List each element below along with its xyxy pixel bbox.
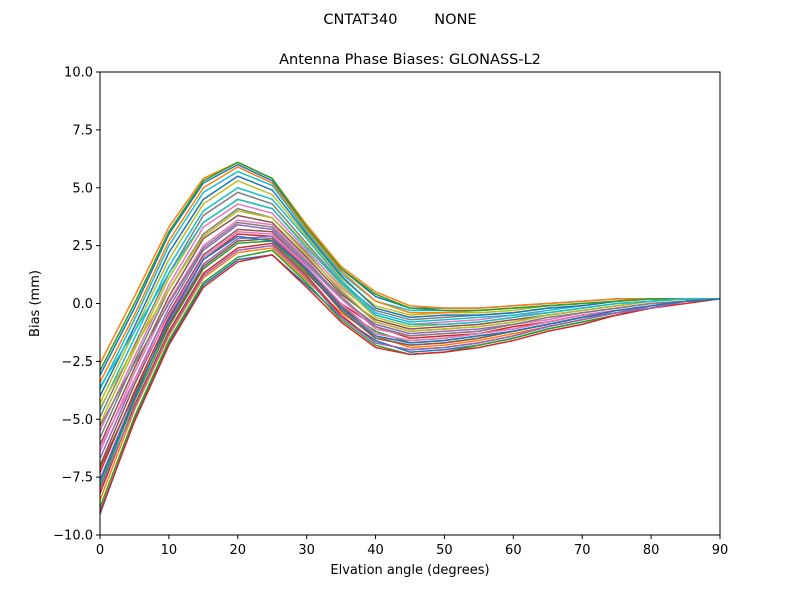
series-line-5 xyxy=(99,224,721,459)
series-line-18 xyxy=(99,207,720,439)
y-tick-label: −2.5 xyxy=(61,355,93,370)
x-tick-label: 60 xyxy=(505,543,522,558)
series-line-30 xyxy=(99,198,720,388)
x-tick-label: 90 xyxy=(712,543,729,558)
series-line-24 xyxy=(99,254,721,513)
x-tick-label: 80 xyxy=(643,543,660,558)
y-axis-ticks: −10.0 −7.5 −5.0 −2.5 0.0 2.5 5.0 7.5 10.0 xyxy=(53,66,100,544)
y-tick-label: −5.0 xyxy=(61,413,93,428)
y-tick-label: −7.5 xyxy=(61,471,93,486)
y-tick-label: 2.5 xyxy=(72,239,93,254)
x-tick-label: 10 xyxy=(161,543,178,558)
y-tick-label: 10.0 xyxy=(64,66,93,81)
series-layer xyxy=(99,161,721,515)
y-axis-label: Bias (mm) xyxy=(28,270,43,337)
series-line-31 xyxy=(99,235,721,483)
series-line-4 xyxy=(99,233,721,473)
chart-title: Antenna Phase Biases: GLONASS-L2 xyxy=(279,52,541,68)
series-line-12 xyxy=(99,161,720,365)
x-tick-label: 0 xyxy=(96,543,104,558)
x-tick-label: 40 xyxy=(367,543,384,558)
x-tick-label: 70 xyxy=(574,543,591,558)
x-tick-label: 20 xyxy=(230,543,247,558)
y-tick-label: 5.0 xyxy=(72,181,93,196)
x-axis-label: Elvation angle (degrees) xyxy=(330,563,489,578)
series-line-29 xyxy=(99,210,720,409)
y-tick-label: 7.5 xyxy=(72,123,93,138)
y-tick-label: −10.0 xyxy=(53,529,93,544)
x-tick-label: 50 xyxy=(436,543,453,558)
series-line-25 xyxy=(99,244,721,489)
series-line-13 xyxy=(99,249,721,508)
y-tick-label: 0.0 xyxy=(72,297,93,312)
x-tick-label: 30 xyxy=(298,543,315,558)
series-line-23 xyxy=(99,161,720,371)
x-axis-ticks: 0 10 20 30 40 50 60 70 80 90 xyxy=(96,535,728,558)
series-line-28 xyxy=(99,221,721,427)
chart-suptitle: CNTAT340 NONE xyxy=(323,12,476,28)
